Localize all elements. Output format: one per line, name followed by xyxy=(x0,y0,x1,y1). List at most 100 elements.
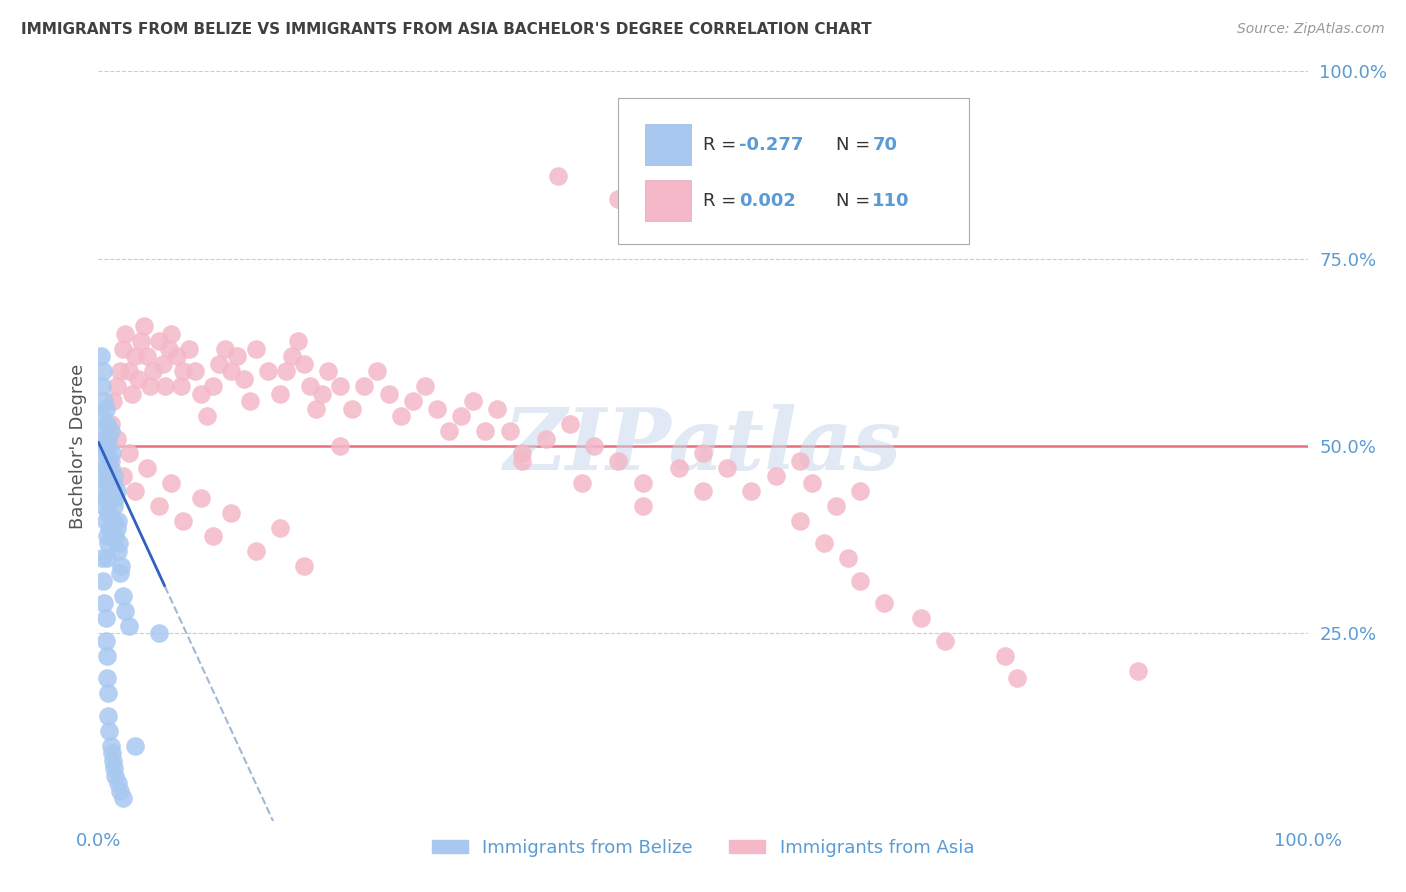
Point xyxy=(110,558,132,573)
Point xyxy=(1128,664,1150,678)
Point xyxy=(486,401,509,416)
Point xyxy=(98,454,121,468)
Text: -0.277: -0.277 xyxy=(740,136,804,153)
Point xyxy=(98,723,121,738)
Point xyxy=(135,349,157,363)
Point xyxy=(329,379,352,393)
Point xyxy=(100,529,122,543)
Point xyxy=(91,551,114,566)
Point xyxy=(849,574,872,588)
Point xyxy=(221,507,243,521)
Point xyxy=(107,776,129,790)
Point xyxy=(105,379,128,393)
Point xyxy=(837,551,859,566)
Point xyxy=(208,357,231,371)
Point xyxy=(202,379,225,393)
Text: Source: ZipAtlas.com: Source: ZipAtlas.com xyxy=(1237,22,1385,37)
Point xyxy=(402,394,425,409)
Point xyxy=(111,791,134,805)
Point xyxy=(124,349,146,363)
Point xyxy=(292,558,315,573)
Point xyxy=(108,536,131,550)
Point xyxy=(692,446,714,460)
Point xyxy=(245,544,267,558)
Text: IMMIGRANTS FROM BELIZE VS IMMIGRANTS FROM ASIA BACHELOR'S DEGREE CORRELATION CHA: IMMIGRANTS FROM BELIZE VS IMMIGRANTS FRO… xyxy=(21,22,872,37)
Text: R =: R = xyxy=(703,192,742,210)
Point xyxy=(97,439,120,453)
Point xyxy=(474,424,496,438)
Point xyxy=(534,432,557,446)
Point xyxy=(583,439,606,453)
Point xyxy=(111,469,134,483)
Point xyxy=(437,424,460,438)
Point xyxy=(148,626,170,640)
Point xyxy=(226,349,249,363)
Point xyxy=(100,491,122,506)
Point xyxy=(94,439,117,453)
Point xyxy=(105,521,128,535)
Point xyxy=(134,319,156,334)
Point xyxy=(100,739,122,753)
Point xyxy=(100,461,122,475)
Point xyxy=(148,499,170,513)
Text: ZIPatlas: ZIPatlas xyxy=(503,404,903,488)
Point xyxy=(316,364,339,378)
Point xyxy=(114,326,136,341)
Point xyxy=(166,349,188,363)
Point xyxy=(825,499,848,513)
Point xyxy=(849,483,872,498)
Point xyxy=(118,364,141,378)
Point xyxy=(160,476,183,491)
Point xyxy=(105,432,128,446)
Point xyxy=(172,514,194,528)
Point xyxy=(101,754,124,768)
Point xyxy=(607,192,630,206)
Point xyxy=(813,536,835,550)
Point xyxy=(160,326,183,341)
Point xyxy=(91,364,114,378)
Point xyxy=(118,619,141,633)
Text: N =: N = xyxy=(837,136,876,153)
Point xyxy=(558,417,581,431)
Point xyxy=(93,394,115,409)
Point xyxy=(202,529,225,543)
Point xyxy=(287,334,309,348)
Point xyxy=(389,409,412,423)
Point xyxy=(668,461,690,475)
Point xyxy=(91,574,114,588)
Point xyxy=(311,386,333,401)
Text: 110: 110 xyxy=(872,192,910,210)
Point xyxy=(127,371,149,385)
Point xyxy=(103,761,125,775)
Point xyxy=(96,446,118,460)
Point xyxy=(91,409,114,423)
FancyBboxPatch shape xyxy=(619,97,969,244)
Point xyxy=(789,454,811,468)
Point xyxy=(377,386,399,401)
Point xyxy=(101,514,124,528)
Point xyxy=(108,566,131,581)
Point xyxy=(111,342,134,356)
Point xyxy=(94,491,117,506)
Point xyxy=(94,461,117,475)
Point xyxy=(93,499,115,513)
Point xyxy=(114,604,136,618)
Point xyxy=(100,417,122,431)
Point xyxy=(366,364,388,378)
Point xyxy=(94,401,117,416)
Point xyxy=(129,334,152,348)
Point xyxy=(179,342,201,356)
Point xyxy=(269,386,291,401)
Point xyxy=(281,349,304,363)
Point xyxy=(94,633,117,648)
Point xyxy=(93,424,115,438)
Point xyxy=(184,364,207,378)
Point xyxy=(292,357,315,371)
Point xyxy=(607,454,630,468)
Point xyxy=(994,648,1017,663)
Point xyxy=(97,469,120,483)
Point xyxy=(329,439,352,453)
Point xyxy=(93,432,115,446)
Point xyxy=(450,409,472,423)
Point xyxy=(547,169,569,184)
